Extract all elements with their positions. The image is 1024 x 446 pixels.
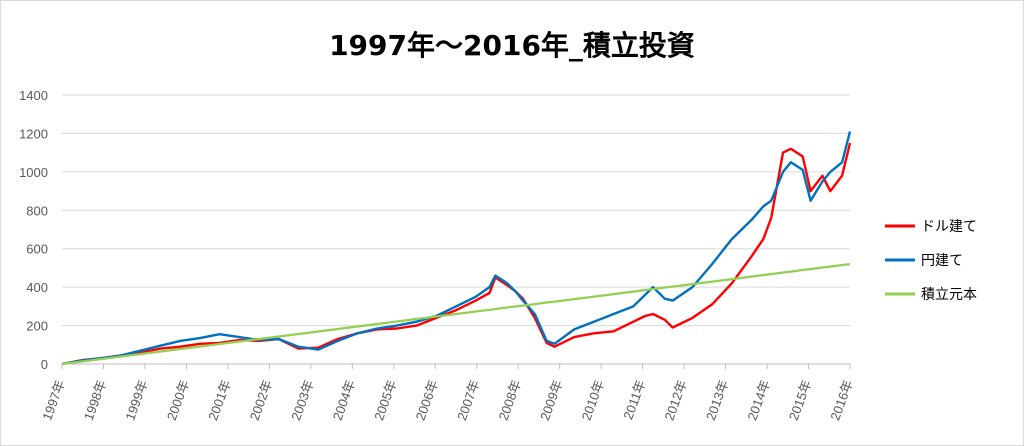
- x-tick-label: 2010年: [579, 378, 607, 423]
- x-tick-label: 2006年: [413, 378, 441, 423]
- x-tick-label: 2008年: [496, 378, 524, 423]
- y-tick-label: 1000: [19, 165, 48, 180]
- series-line-1: [61, 142, 852, 366]
- x-tick-label: 2009年: [537, 378, 565, 423]
- x-tick-label: 2002年: [247, 378, 275, 423]
- x-tick-label: 2005年: [371, 378, 399, 423]
- y-tick-label: 200: [26, 319, 48, 334]
- x-axis: 1997年 1998年 1999年 2000年 2001年 2002年 2003年 2004年…: [39, 364, 856, 423]
- x-tick-label: 2004年: [330, 378, 358, 423]
- series-line-3: [61, 263, 851, 366]
- gridlines: [62, 94, 850, 365]
- y-tick-label: 400: [26, 280, 48, 295]
- legend-label: 円建て: [921, 253, 963, 269]
- series-lines: [61, 131, 852, 366]
- x-tick-label: 2001年: [205, 378, 233, 423]
- x-tick-label: 1998年: [81, 378, 109, 423]
- x-tick-label: 2015年: [786, 378, 814, 423]
- y-tick-label: 600: [26, 242, 48, 257]
- x-tick-label: 2011年: [620, 378, 648, 422]
- y-tick-label: 1400: [19, 88, 48, 103]
- x-tick-label: 2016年: [827, 378, 855, 423]
- x-tick-label: 2007年: [454, 378, 482, 423]
- x-tick-label: 2014年: [744, 378, 772, 423]
- y-tick-label: 800: [26, 203, 48, 218]
- legend-label: 積立元本: [921, 287, 977, 303]
- legend-label: ドル建て: [921, 219, 977, 235]
- x-tick-label: 2000年: [164, 378, 192, 423]
- y-tick-label: 1200: [19, 126, 48, 141]
- series-line-2: [61, 131, 852, 366]
- y-tick-label: 0: [41, 357, 48, 372]
- x-tick-label: 2013年: [703, 378, 731, 423]
- x-tick-label: 1999年: [122, 378, 150, 423]
- x-tick-label: 1997年: [39, 378, 67, 423]
- chart-title: 1997年～2016年_積立投資: [329, 29, 695, 62]
- y-axis: 0 200 400 600 800 1000 1200 1400: [19, 88, 48, 372]
- x-tick-label: 2003年: [288, 378, 316, 423]
- x-tick-label: 2012年: [661, 378, 689, 423]
